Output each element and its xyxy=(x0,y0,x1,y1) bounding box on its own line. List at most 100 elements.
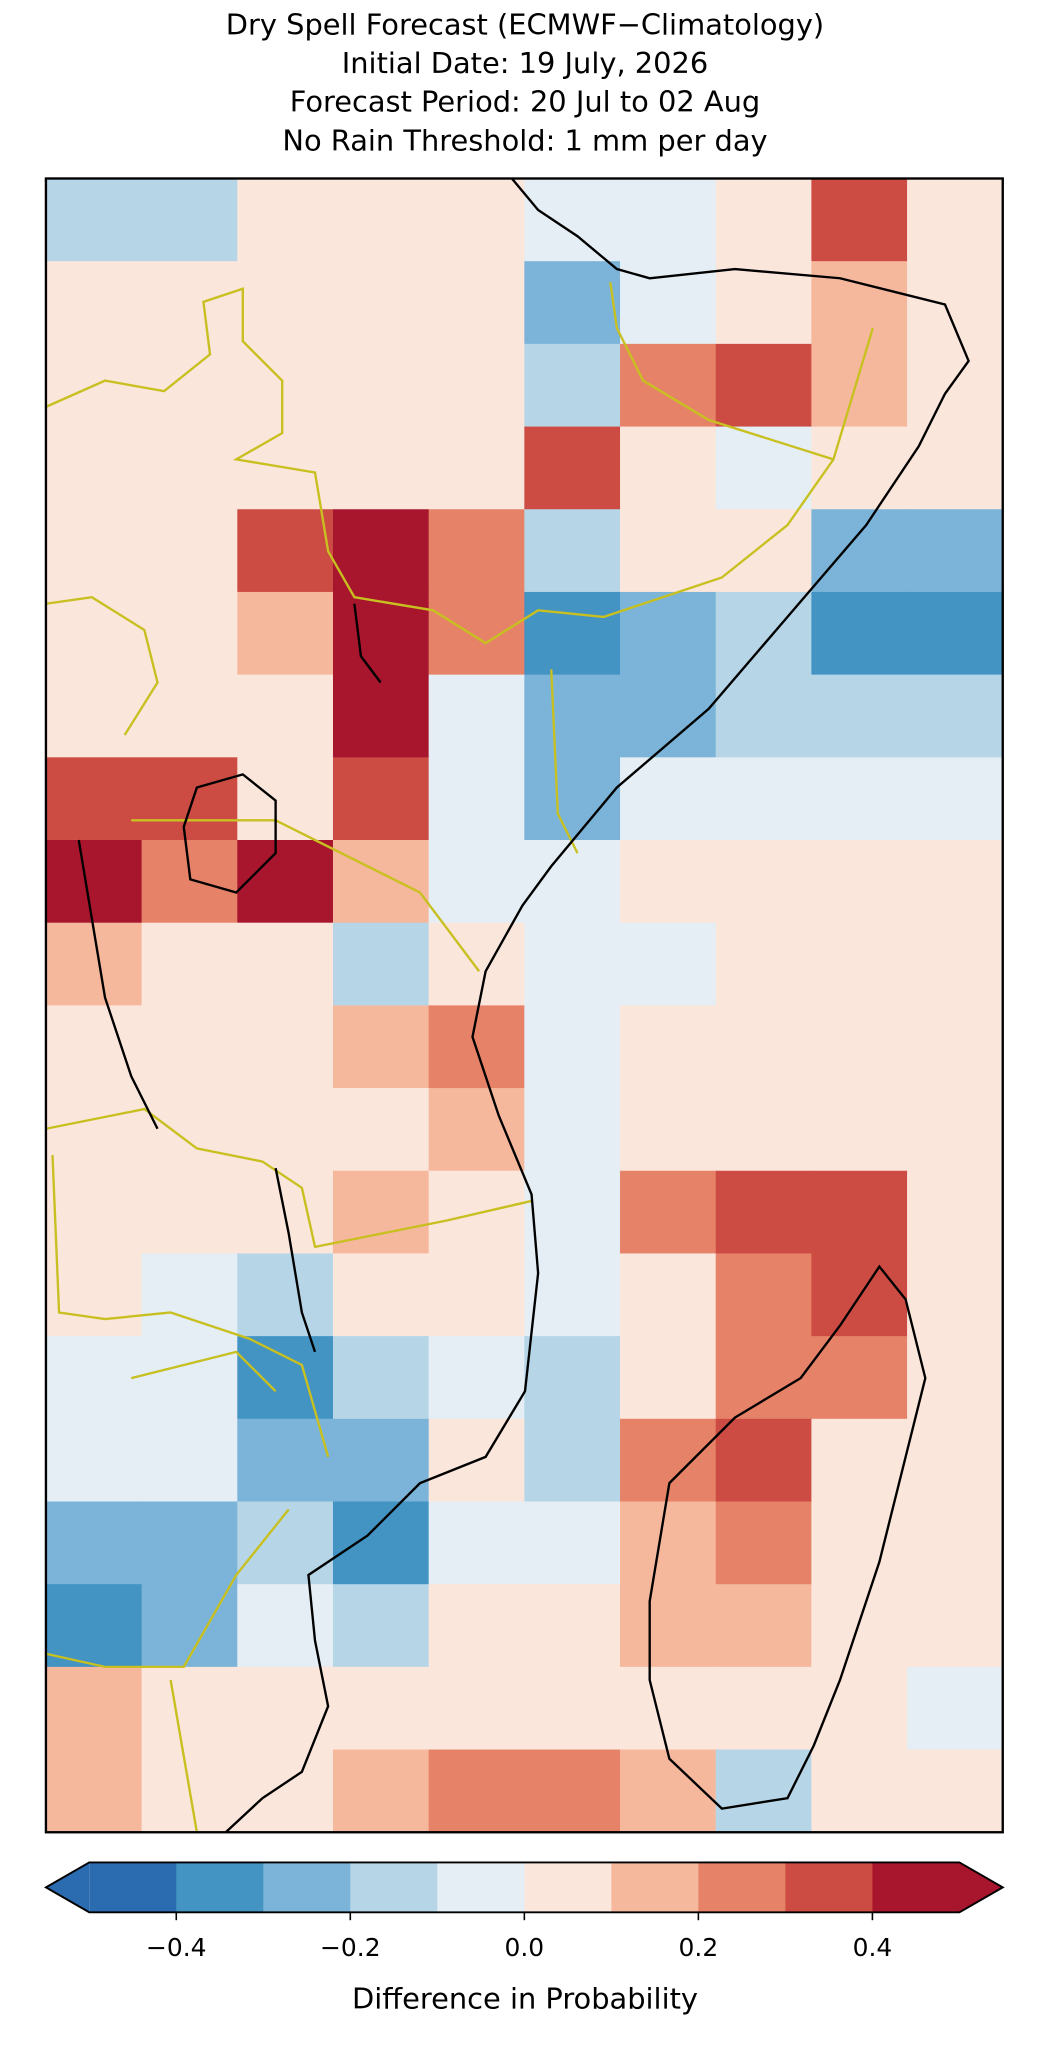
grid-cell xyxy=(141,1005,238,1089)
grid-cell xyxy=(141,1336,238,1420)
grid-cell xyxy=(524,1666,621,1751)
grid-cell xyxy=(332,261,430,345)
colorbar-swatch xyxy=(176,1862,264,1913)
grid-cell xyxy=(45,1666,143,1751)
grid-cell xyxy=(141,1666,238,1751)
grid-cell xyxy=(620,1253,717,1337)
grid-cell xyxy=(907,922,1004,1007)
grid-cell xyxy=(332,1749,430,1833)
grid-cell xyxy=(237,1088,334,1172)
grid-cell xyxy=(237,509,334,593)
grid-cell xyxy=(141,178,238,262)
colorbar-swatch xyxy=(437,1862,525,1913)
grid-cell xyxy=(715,509,813,593)
map-lines xyxy=(45,177,970,1834)
coastline xyxy=(77,177,970,1834)
grid-cell xyxy=(620,840,717,924)
grid-cell xyxy=(141,426,238,510)
grid-cell xyxy=(715,1088,813,1172)
grid-cell xyxy=(332,509,430,593)
grid-cell xyxy=(524,591,621,676)
chart-title: Dry Spell Forecast (ECMWF−Climatology) xyxy=(226,7,824,41)
grid-cell xyxy=(141,1253,238,1337)
grid-cell xyxy=(332,426,430,510)
grid-cell xyxy=(524,1418,621,1503)
grid-cell xyxy=(524,1253,621,1337)
grid-cell xyxy=(141,1501,238,1585)
grid-cell xyxy=(141,840,238,924)
grid-cell xyxy=(620,426,717,510)
grid-cell xyxy=(715,922,813,1007)
grid-cell xyxy=(907,1005,1004,1089)
grid-cell xyxy=(237,757,334,841)
grid-cell xyxy=(332,178,430,262)
grid-cell xyxy=(428,1336,525,1420)
grid-cell xyxy=(141,922,238,1007)
grid-cell xyxy=(907,1418,1004,1503)
grid-cell xyxy=(620,1005,717,1089)
grid-cell xyxy=(811,1005,908,1089)
grid-cell xyxy=(524,1005,621,1089)
grid-cell xyxy=(907,1088,1004,1172)
grid-cell xyxy=(715,1666,813,1751)
grid-cell xyxy=(715,178,813,262)
grid-cell xyxy=(715,343,813,428)
colorbar-tick-label: −0.4 xyxy=(146,1933,207,1962)
colorbar-tick-label: −0.2 xyxy=(320,1933,381,1962)
map-frame xyxy=(44,177,1004,1834)
grid-cell xyxy=(907,591,1004,676)
grid-cell xyxy=(715,1005,813,1089)
grid-cell xyxy=(715,840,813,924)
grid-cell xyxy=(715,1170,813,1255)
grid-cell xyxy=(428,674,525,758)
grid-cell xyxy=(332,591,430,676)
grid-cell xyxy=(907,757,1004,841)
grid-cell xyxy=(45,1005,143,1089)
grid-cell xyxy=(811,1336,908,1420)
colorbar-extend xyxy=(45,1862,90,1913)
grid-cell xyxy=(45,1501,143,1585)
grid-cell xyxy=(811,1584,908,1668)
grid-cell xyxy=(332,1005,430,1089)
grid-cell xyxy=(620,757,717,841)
grid-cell xyxy=(237,591,334,676)
colorbar-tick-label: 0.4 xyxy=(853,1933,893,1962)
grid-cell xyxy=(907,840,1004,924)
grid-cell xyxy=(524,178,621,262)
grid-cell xyxy=(237,674,334,758)
grid-cell xyxy=(620,1170,717,1255)
grid-cell xyxy=(141,591,238,676)
grid-cell xyxy=(620,178,717,262)
grid-cell xyxy=(907,1501,1004,1585)
grid-cell xyxy=(715,1336,813,1420)
grid-cell xyxy=(237,1584,334,1668)
grid-cell xyxy=(428,1749,525,1833)
grid-cell xyxy=(45,1749,143,1833)
grid-cell xyxy=(428,1666,525,1751)
grid-cell xyxy=(620,922,717,1007)
grid-cell xyxy=(620,674,717,758)
grid-cell xyxy=(907,343,1004,428)
grid-cell xyxy=(524,1170,621,1255)
grid-cell xyxy=(811,1170,908,1255)
grid-cell xyxy=(332,674,430,758)
grid-cell xyxy=(428,343,525,428)
grid-cell xyxy=(715,1749,813,1833)
grid-cell xyxy=(141,1088,238,1172)
chart-title: No Rain Threshold: 1 mm per day xyxy=(282,123,767,157)
grid-cell xyxy=(332,1253,430,1337)
grid-cell xyxy=(45,426,143,510)
grid-cell xyxy=(907,1336,1004,1420)
grid-cell xyxy=(715,1418,813,1503)
grid-cell xyxy=(45,840,143,924)
grid-cell xyxy=(332,922,430,1007)
grid-cell xyxy=(141,1170,238,1255)
grid-cell xyxy=(332,1666,430,1751)
grid-cell xyxy=(907,178,1004,262)
colorbar-outline xyxy=(43,1861,1005,1914)
grid-cell xyxy=(811,840,908,924)
grid-cell xyxy=(524,1749,621,1833)
grid-cell xyxy=(332,1336,430,1420)
grid-cell xyxy=(428,178,525,262)
grid-cell xyxy=(524,1336,621,1420)
